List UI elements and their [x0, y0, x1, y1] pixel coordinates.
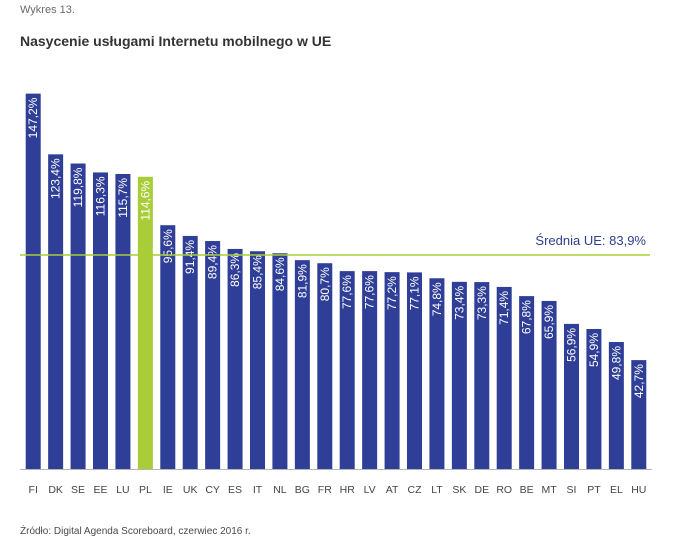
x-tick-be: BE: [520, 484, 534, 496]
bar-nl: [272, 253, 288, 469]
value-labels-layer: 147,2% 123,4% 119,8% 116,3% 115,7% 114,6% 95,6…: [26, 97, 646, 398]
value-label-mt: 65,9%: [542, 305, 556, 339]
x-tick-lt: LT: [431, 484, 443, 496]
bar-it: [250, 251, 265, 469]
value-label-uk: 91,4%: [183, 240, 197, 274]
bar-cz: [407, 272, 422, 469]
value-label-cz: 77,1%: [408, 276, 422, 310]
value-label-de: 73,3%: [475, 286, 489, 320]
bar-hr: [339, 271, 355, 469]
x-tick-ee: EE: [93, 484, 107, 496]
x-tick-ro: RO: [496, 484, 512, 496]
x-tick-mt: MT: [541, 484, 557, 496]
bar-lu: [115, 173, 131, 469]
bar-el: [608, 342, 624, 469]
value-label-hr: 77,6%: [340, 275, 354, 309]
value-label-ee: 116,3%: [94, 176, 108, 216]
x-tick-hr: HR: [340, 484, 356, 496]
value-label-sk: 73,4%: [452, 286, 466, 320]
value-label-fr: 80,7%: [318, 267, 332, 301]
bar-be: [519, 296, 535, 469]
value-label-lt: 74,8%: [430, 282, 444, 316]
x-tick-fr: FR: [318, 484, 332, 496]
x-tick-lv: LV: [364, 484, 376, 496]
x-axis: FI DK SE EE LU PL IE UK CY ES IT NL BG FR HR LV AT CZ LT SK…: [20, 469, 652, 496]
value-label-cy: 89,4%: [206, 245, 220, 279]
x-tick-el: EL: [610, 484, 623, 496]
average-layer: Średnia UE: 83,9%: [20, 233, 650, 256]
x-tick-at: AT: [386, 484, 399, 496]
bar-fr: [317, 263, 333, 469]
value-label-es: 86,3%: [228, 253, 242, 287]
x-tick-se: SE: [71, 484, 85, 496]
value-label-el: 49,8%: [609, 346, 623, 380]
value-label-lu: 115,7%: [116, 178, 130, 218]
value-label-it: 85,4%: [251, 255, 265, 289]
bar-si: [564, 323, 579, 469]
value-label-fi: 147,2%: [26, 97, 40, 138]
x-tick-cy: CY: [205, 484, 220, 496]
value-label-ie: 95,6%: [161, 229, 175, 263]
bar-cy: [205, 241, 221, 469]
bar-uk: [182, 235, 198, 469]
x-tick-fi: FI: [29, 484, 38, 496]
bar-ee: [93, 172, 108, 469]
value-label-dk: 123,4%: [49, 158, 63, 199]
x-tick-si: SI: [567, 484, 577, 496]
bar-dk: [48, 154, 64, 469]
x-tick-hu: HU: [631, 484, 646, 496]
x-tick-uk: UK: [183, 484, 198, 496]
bar-pl: [137, 176, 153, 469]
x-tick-ie: IE: [163, 484, 173, 496]
value-label-bg: 81,9%: [295, 264, 309, 298]
value-label-ro: 71,4%: [497, 291, 511, 325]
x-tick-cz: CZ: [408, 484, 423, 496]
value-label-be: 67,8%: [520, 300, 534, 334]
x-tick-it: IT: [253, 484, 263, 496]
x-tick-bg: BG: [295, 484, 310, 496]
bar-ie: [160, 225, 176, 469]
value-label-nl: 84,6%: [273, 257, 287, 291]
x-tick-es: ES: [228, 484, 242, 496]
value-label-at: 77,2%: [385, 276, 399, 310]
bar-de: [474, 282, 490, 469]
value-label-pl: 114,6%: [138, 180, 152, 220]
bar-ro: [496, 286, 512, 469]
source-note: Źródło: Digital Agenda Scoreboard, czerw…: [20, 526, 251, 537]
bar-sk: [451, 281, 467, 469]
bar-lv: [362, 271, 378, 469]
bar-es: [227, 248, 243, 469]
x-tick-lu: LU: [116, 484, 129, 496]
bar-se: [70, 163, 86, 469]
x-tick-dk: DK: [48, 484, 63, 496]
bar-fi: [25, 93, 41, 469]
bar-at: [384, 272, 400, 469]
x-tick-pl: PL: [139, 484, 152, 496]
bar-hu: [631, 360, 647, 470]
x-tick-nl: NL: [273, 484, 287, 496]
value-label-se: 119,8%: [71, 167, 85, 207]
bar-pt: [586, 329, 602, 469]
bars-layer: [25, 93, 647, 470]
value-label-hu: 42,7%: [632, 364, 646, 398]
x-tick-de: DE: [474, 484, 489, 496]
average-label: Średnia UE: 83,9%: [535, 233, 646, 248]
x-tick-pt: PT: [587, 484, 601, 496]
value-label-pt: 54,9%: [587, 333, 601, 367]
chart-title: Nasycenie usługami Internetu mobilnego w…: [20, 33, 332, 49]
bar-lt: [429, 278, 445, 469]
bar-mt: [541, 300, 557, 469]
bar-bg: [294, 260, 310, 469]
value-label-lv: 77,6%: [363, 275, 377, 309]
x-tick-sk: SK: [452, 484, 466, 496]
figure-number: Wykres 13.: [20, 4, 75, 16]
value-label-si: 56,9%: [565, 328, 579, 362]
